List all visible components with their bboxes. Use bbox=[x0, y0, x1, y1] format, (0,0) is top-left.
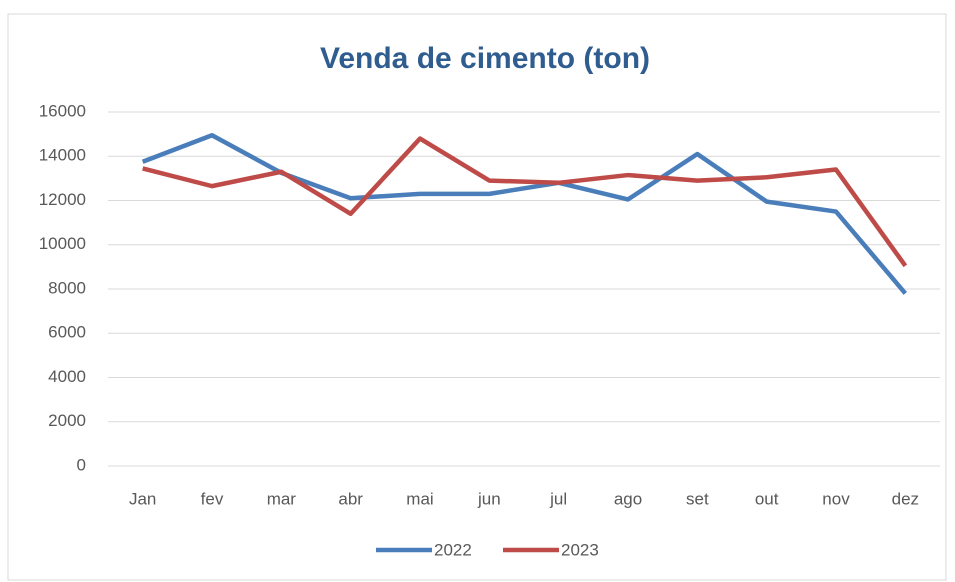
chart-title: Venda de cimento (ton) bbox=[320, 42, 650, 75]
x-tick-label: mar bbox=[267, 489, 297, 508]
legend-label: 2022 bbox=[434, 540, 472, 559]
x-tick-label: abr bbox=[338, 489, 363, 508]
x-tick-label: nov bbox=[822, 489, 850, 508]
series-line bbox=[141, 132, 908, 295]
x-tick-label: out bbox=[755, 489, 779, 508]
x-tick-label: dez bbox=[892, 489, 919, 508]
y-tick-label: 8000 bbox=[48, 278, 86, 297]
series-line bbox=[142, 136, 908, 268]
x-tick-label: jul bbox=[549, 489, 567, 508]
x-tick-label: ago bbox=[614, 489, 642, 508]
x-tick-label: Jan bbox=[129, 489, 156, 508]
y-tick-label: 12000 bbox=[39, 190, 86, 209]
legend-label: 2023 bbox=[561, 540, 599, 559]
y-tick-label: 4000 bbox=[48, 367, 86, 386]
chart-border bbox=[7, 13, 947, 581]
x-tick-label: set bbox=[686, 489, 709, 508]
y-tick-label: 6000 bbox=[48, 323, 86, 342]
x-tick-label: jun bbox=[477, 489, 501, 508]
x-tick-label: mai bbox=[406, 489, 433, 508]
y-tick-label: 0 bbox=[77, 455, 86, 474]
y-tick-label: 2000 bbox=[48, 411, 86, 430]
y-tick-label: 10000 bbox=[39, 234, 86, 253]
y-tick-label: 16000 bbox=[39, 101, 86, 120]
x-tick-label: fev bbox=[201, 489, 224, 508]
y-tick-label: 14000 bbox=[39, 146, 86, 165]
